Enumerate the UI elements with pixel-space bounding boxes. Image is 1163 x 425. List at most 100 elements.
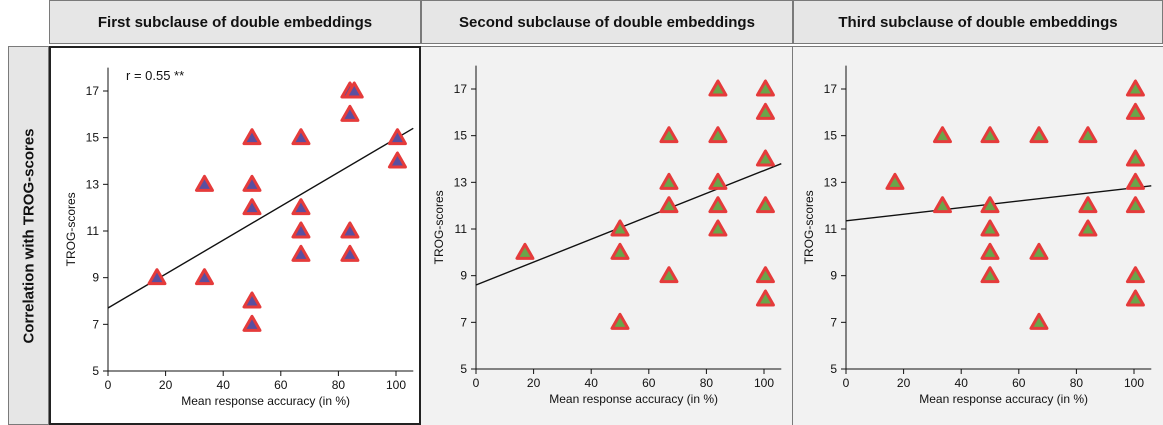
data-point xyxy=(1029,242,1049,260)
data-point xyxy=(755,289,775,307)
data-point xyxy=(980,242,1000,260)
y-tick-label: 11 xyxy=(455,222,468,236)
x-tick-label: 20 xyxy=(527,376,541,390)
data-point-marker xyxy=(755,289,775,307)
scatter-panel-1: 5 7 9 11 13 15 17 0 20 40 60 80 100 Mean response acc… xyxy=(49,46,421,425)
data-point-marker xyxy=(755,266,775,284)
data-point xyxy=(340,244,360,262)
data-point-marker xyxy=(242,314,262,332)
data-point xyxy=(610,219,630,237)
data-point-marker xyxy=(885,172,905,190)
data-point xyxy=(194,174,214,192)
data-point xyxy=(659,196,679,214)
data-point xyxy=(1078,196,1098,214)
data-point-marker xyxy=(340,221,360,239)
x-tick-label: 20 xyxy=(897,376,911,390)
y-tick-label: 7 xyxy=(460,315,467,329)
data-point-marker xyxy=(242,291,262,309)
data-point xyxy=(755,102,775,120)
data-point xyxy=(1125,172,1145,190)
scatter-panel-2: 5 7 9 11 13 15 17 0 20 40 60 80 100 Mean response acc… xyxy=(421,46,793,425)
y-tick-label: 17 xyxy=(824,82,838,96)
data-point-marker xyxy=(291,198,311,216)
data-point-marker xyxy=(610,312,630,330)
scatter-plot-3: 5 7 9 11 13 15 17 0 20 40 60 80 100 Mean response acc… xyxy=(802,65,1152,406)
data-point-marker xyxy=(291,221,311,239)
y-tick-label: 5 xyxy=(830,362,837,376)
data-point-marker xyxy=(194,174,214,192)
y-tick-label: 13 xyxy=(86,177,100,191)
y-tick-label: 11 xyxy=(825,222,838,236)
data-point-marker xyxy=(980,196,1000,214)
data-point-marker xyxy=(1125,149,1145,167)
data-point xyxy=(1125,266,1145,284)
scatter-plot-2: 5 7 9 11 13 15 17 0 20 40 60 80 100 Mean response acc… xyxy=(432,65,782,406)
data-point-marker xyxy=(1029,312,1049,330)
data-point xyxy=(291,128,311,146)
correlation-annotation: r = 0.55 ** xyxy=(126,68,184,83)
data-point xyxy=(755,79,775,97)
x-tick-label: 60 xyxy=(274,378,288,392)
data-point-marker xyxy=(1078,219,1098,237)
scatter-plot-1: 5 7 9 11 13 15 17 0 20 40 60 80 100 Mean response acc… xyxy=(64,67,414,408)
data-point xyxy=(932,126,952,144)
data-point-marker xyxy=(1125,172,1145,190)
y-tick-label: 5 xyxy=(460,362,467,376)
y-tick-label: 15 xyxy=(454,129,468,143)
data-point-marker xyxy=(1078,126,1098,144)
data-point-marker xyxy=(980,242,1000,260)
data-point xyxy=(194,268,214,286)
x-axis-label: Mean response accuracy (in %) xyxy=(919,392,1088,406)
y-tick-label: 13 xyxy=(824,175,838,189)
data-point-marker xyxy=(1125,79,1145,97)
data-point-marker xyxy=(610,219,630,237)
y-tick-label: 9 xyxy=(830,269,837,283)
data-point-marker xyxy=(659,126,679,144)
data-point xyxy=(242,128,262,146)
data-point xyxy=(340,221,360,239)
data-point-marker xyxy=(755,196,775,214)
y-tick-label: 9 xyxy=(92,271,99,285)
data-point-marker xyxy=(708,196,728,214)
data-point xyxy=(610,242,630,260)
data-point xyxy=(708,126,728,144)
data-point-marker xyxy=(147,268,167,286)
data-point-marker xyxy=(1078,196,1098,214)
data-point xyxy=(980,266,1000,284)
x-tick-label: 40 xyxy=(955,376,969,390)
data-point xyxy=(291,221,311,239)
y-axis-label: TROG-scores xyxy=(64,192,78,266)
data-point xyxy=(291,244,311,262)
data-point-marker xyxy=(708,126,728,144)
data-point xyxy=(242,314,262,332)
y-axis-label: TROG-scores xyxy=(802,190,816,264)
x-tick-label: 60 xyxy=(1012,376,1026,390)
data-point-marker xyxy=(980,219,1000,237)
x-axis-label: Mean response accuracy (in %) xyxy=(549,392,718,406)
column-header-3: Third subclause of double embeddings xyxy=(793,0,1163,44)
data-point-marker xyxy=(387,128,407,146)
column-header-1: First subclause of double embeddings xyxy=(49,0,421,44)
x-tick-label: 40 xyxy=(217,378,231,392)
data-point xyxy=(708,196,728,214)
row-header: Correlation with TROG-scores xyxy=(8,46,49,425)
data-point-marker xyxy=(755,79,775,97)
data-point xyxy=(980,126,1000,144)
x-tick-label: 80 xyxy=(1070,376,1084,390)
data-point xyxy=(980,196,1000,214)
data-point xyxy=(242,174,262,192)
y-tick-label: 17 xyxy=(86,84,100,98)
data-point xyxy=(659,172,679,190)
data-point-marker xyxy=(755,102,775,120)
data-point-marker xyxy=(659,172,679,190)
data-point xyxy=(980,219,1000,237)
data-point xyxy=(1029,126,1049,144)
x-tick-label: 60 xyxy=(642,376,656,390)
data-point-marker xyxy=(708,219,728,237)
data-point-marker xyxy=(291,128,311,146)
data-point xyxy=(1125,102,1145,120)
x-tick-label: 100 xyxy=(754,376,774,390)
data-point-marker xyxy=(1125,266,1145,284)
data-point xyxy=(387,128,407,146)
data-point-marker xyxy=(755,149,775,167)
